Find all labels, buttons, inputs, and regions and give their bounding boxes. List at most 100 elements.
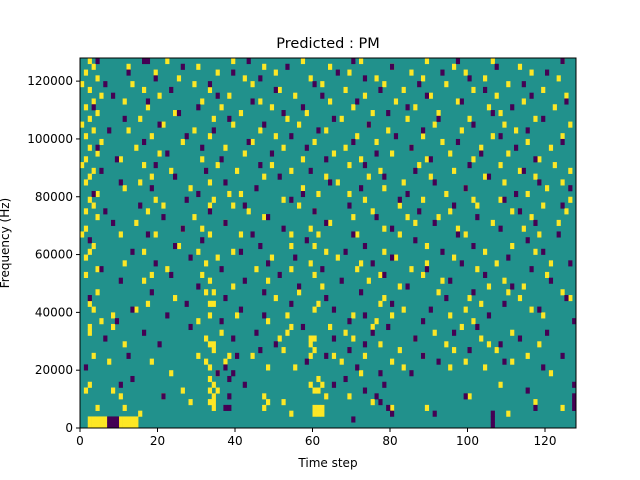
heatmap-cell-low	[347, 202, 352, 209]
heatmap-cell-high	[231, 202, 236, 209]
heatmap-cell-high	[300, 185, 306, 192]
heatmap-cell-high	[80, 121, 85, 128]
heatmap-cell-high	[529, 214, 534, 221]
y-tick-label: 40000	[35, 305, 73, 319]
heatmap-cell-low	[362, 387, 368, 394]
heatmap-cell-high	[448, 364, 453, 371]
heatmap-cell-low	[483, 271, 488, 278]
heatmap-cell-low	[99, 266, 104, 273]
heatmap-cell-high	[436, 289, 441, 296]
heatmap-cell-low	[95, 144, 100, 151]
heatmap-cell-high	[157, 92, 162, 99]
heatmap-cell-high	[362, 92, 368, 99]
heatmap-cell-high	[436, 110, 441, 117]
heatmap-cell-low	[572, 404, 577, 411]
heatmap-cell-low	[165, 150, 170, 157]
heatmap-cell-high	[548, 260, 554, 267]
heatmap-cell-high	[215, 387, 220, 394]
heatmap-cell-high	[80, 231, 85, 238]
heatmap-cell-low	[169, 86, 174, 93]
heatmap-cell-low	[130, 248, 135, 255]
heatmap-cell-high	[211, 289, 216, 296]
heatmap-cell-low	[231, 335, 236, 342]
heatmap-cell-high	[130, 422, 135, 429]
heatmap-cell-low	[455, 231, 461, 238]
heatmap-cell-low	[351, 58, 356, 65]
heatmap-cell-high	[207, 364, 213, 371]
heatmap-cell-high	[122, 416, 127, 423]
heatmap-cell-high	[409, 69, 414, 76]
heatmap-cell-low	[200, 144, 205, 151]
heatmap-cell-high	[87, 300, 92, 307]
heatmap-cell-low	[436, 358, 441, 365]
heatmap-cell-low	[188, 254, 193, 261]
heatmap-cell-low	[529, 92, 534, 99]
heatmap-cell-low	[161, 393, 166, 400]
heatmap-cell-high	[444, 341, 449, 348]
heatmap-cell-low	[246, 58, 251, 65]
heatmap-cell-high	[258, 98, 263, 105]
heatmap-cell-high	[413, 219, 418, 226]
y-tick-label: 60000	[35, 248, 73, 262]
heatmap-cell-high	[95, 190, 100, 198]
heatmap-cell-high	[262, 214, 267, 221]
heatmap-cell-low	[281, 110, 286, 117]
heatmap-cell-low	[180, 63, 185, 70]
heatmap-cell-high	[91, 306, 96, 313]
heatmap-cell-high	[568, 121, 573, 128]
heatmap-cell-high	[355, 133, 360, 140]
heatmap-cell-high	[142, 86, 147, 93]
heatmap-cell-high	[362, 196, 368, 203]
heatmap-cell-high	[471, 196, 476, 203]
heatmap-cell-high	[343, 144, 348, 151]
heatmap-cell-low	[142, 58, 147, 65]
heatmap-cell-low	[343, 248, 348, 255]
heatmap-cells	[80, 58, 577, 429]
heatmap-cell-high	[479, 144, 484, 151]
heatmap-cell-high	[320, 283, 325, 290]
heatmap-cell-low	[312, 81, 317, 88]
heatmap-cell-high	[440, 138, 445, 146]
heatmap-cell-low	[455, 138, 461, 146]
heatmap-cell-low	[223, 219, 228, 226]
heatmap-cell-low	[417, 81, 422, 88]
heatmap-cell-high	[506, 289, 511, 296]
heatmap-cell-high	[83, 156, 89, 163]
heatmap-cell-high	[331, 352, 337, 359]
heatmap-cell-high	[316, 410, 321, 417]
heatmap-cell-low	[560, 202, 565, 209]
heatmap-cell-low	[486, 173, 492, 180]
heatmap-cell-low	[382, 381, 387, 388]
heatmap-cell-low	[494, 63, 499, 70]
heatmap-cell-low	[525, 237, 530, 244]
heatmap-cell-high	[490, 219, 495, 226]
heatmap-cell-high	[517, 167, 523, 174]
heatmap-cell-high	[200, 98, 205, 105]
heatmap-cell-high	[312, 410, 317, 417]
heatmap-cell-high	[207, 133, 213, 140]
heatmap-cell-high	[490, 58, 495, 65]
heatmap-cell-high	[440, 277, 445, 284]
heatmap-cell-high	[452, 254, 457, 261]
heatmap-cell-high	[250, 138, 255, 146]
heatmap-cell-high	[444, 190, 449, 198]
heatmap-cell-high	[281, 196, 286, 203]
heatmap-cell-high	[273, 69, 278, 76]
heatmap-cell-low	[204, 167, 209, 174]
heatmap-cell-low	[502, 358, 507, 365]
heatmap-cell-high	[467, 393, 472, 400]
heatmap-cell-high	[262, 393, 267, 400]
heatmap-cell-low	[428, 156, 433, 163]
heatmap-cell-low	[378, 370, 383, 377]
heatmap-cell-high	[498, 110, 503, 117]
heatmap-cell-low	[111, 422, 116, 429]
heatmap-cell-high	[560, 133, 565, 140]
heatmap-cell-high	[215, 254, 220, 261]
heatmap-cell-high	[277, 86, 282, 93]
heatmap-cell-high	[161, 121, 166, 128]
heatmap-cell-high	[428, 92, 433, 99]
heatmap-cell-low	[258, 347, 263, 354]
heatmap-cell-low	[386, 323, 391, 331]
heatmap-cell-high	[231, 58, 236, 65]
heatmap-cell-low	[541, 115, 546, 122]
